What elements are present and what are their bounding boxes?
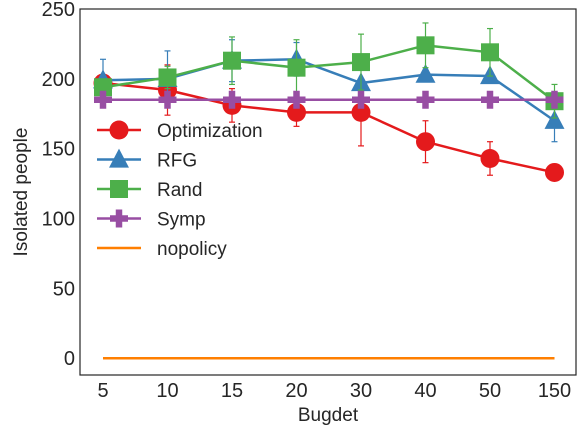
x-axis-label: Bugdet xyxy=(298,405,359,426)
x-tick-label: 30 xyxy=(350,380,372,402)
legend-label: nopolicy xyxy=(157,239,227,260)
data-point xyxy=(416,36,435,55)
legend-entry-optimization: Optimization xyxy=(97,120,263,142)
data-point xyxy=(352,90,370,109)
legend: Optimization RFG Rand Symp nopolicy xyxy=(97,120,263,260)
data-point xyxy=(481,90,499,109)
y-axis-label: Isolated people xyxy=(11,128,32,257)
data-point xyxy=(545,90,564,109)
data-point xyxy=(416,90,435,109)
plot-frame xyxy=(79,8,577,376)
data-point xyxy=(94,78,112,97)
y-tick-labels: 0 50 100 150 200 250 xyxy=(42,0,75,370)
legend-label: RFG xyxy=(157,151,197,172)
x-tick-label: 40 xyxy=(414,380,436,402)
series-line xyxy=(102,81,555,174)
legend-entry-symp: Symp xyxy=(97,209,206,231)
data-point xyxy=(352,53,370,72)
x-tick-label: 50 xyxy=(479,380,501,402)
series-symp xyxy=(94,90,564,109)
legend-marker xyxy=(110,180,128,198)
x-tick-labels: 5 10 15 20 30 40 50 150 xyxy=(97,380,571,402)
data-point xyxy=(223,51,241,70)
series-layer xyxy=(93,22,565,360)
series-rand xyxy=(94,22,564,119)
legend-label: Optimization xyxy=(157,121,263,142)
x-tick-label: 10 xyxy=(156,380,178,402)
x-tick-label: 5 xyxy=(97,380,108,402)
data-point xyxy=(545,162,564,182)
legend-entry-rfg: RFG xyxy=(97,148,197,172)
x-tick-label: 150 xyxy=(538,380,571,402)
data-point xyxy=(416,132,435,152)
data-point xyxy=(158,90,177,109)
y-tick-label: 150 xyxy=(42,139,75,161)
data-point xyxy=(158,68,177,87)
data-point xyxy=(223,90,241,109)
legend-marker xyxy=(109,148,129,168)
data-point xyxy=(287,90,306,109)
legend-label: Symp xyxy=(157,210,206,231)
data-point xyxy=(480,148,500,168)
y-tick-label: 100 xyxy=(42,209,75,231)
data-point xyxy=(287,102,306,122)
data-point xyxy=(287,58,306,77)
legend-marker xyxy=(110,209,128,228)
data-point xyxy=(415,63,436,83)
y-tick-label: 250 xyxy=(42,0,75,21)
data-point xyxy=(94,90,112,109)
data-point xyxy=(351,102,371,122)
x-tick-label: 20 xyxy=(285,380,307,402)
y-tick-label: 50 xyxy=(53,278,75,300)
legend-marker xyxy=(109,120,129,140)
series-line xyxy=(102,44,556,103)
legend-entry-rand: Rand xyxy=(97,180,202,201)
y-tick-label: 0 xyxy=(64,348,75,370)
legend-label: Rand xyxy=(157,180,202,201)
legend-entry-nopolicy: nopolicy xyxy=(97,239,227,260)
data-point xyxy=(544,109,565,129)
data-point xyxy=(481,43,499,62)
x-tick-label: 15 xyxy=(221,380,243,402)
y-tick-label: 200 xyxy=(42,69,75,91)
